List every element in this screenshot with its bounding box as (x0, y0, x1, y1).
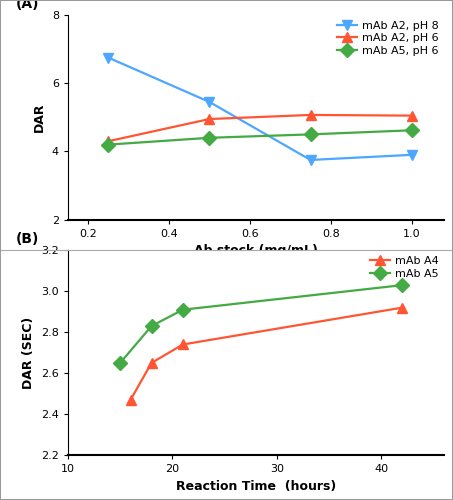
mAb A5, pH 6 (207, 135, 212, 141)
Line: mAb A2, pH 6: mAb A2, pH 6 (104, 110, 416, 146)
mAb A5 (400, 282, 405, 288)
mAb A4 (400, 304, 405, 310)
X-axis label: Ab stock (mg/mL): Ab stock (mg/mL) (194, 244, 318, 257)
mAb A4 (128, 396, 133, 402)
mAb A2, pH 6 (207, 116, 212, 122)
Y-axis label: DAR (SEC): DAR (SEC) (23, 316, 35, 389)
Line: mAb A5: mAb A5 (116, 280, 407, 368)
mAb A5, pH 6 (106, 142, 111, 148)
Line: mAb A2, pH 8: mAb A2, pH 8 (104, 53, 416, 165)
Y-axis label: DAR: DAR (33, 102, 46, 132)
mAb A2, pH 8 (106, 54, 111, 60)
mAb A2, pH 6 (409, 112, 414, 118)
mAb A5 (117, 360, 123, 366)
mAb A5, pH 6 (308, 132, 313, 138)
Legend: mAb A2, pH 8, mAb A2, pH 6, mAb A5, pH 6: mAb A2, pH 8, mAb A2, pH 6, mAb A5, pH 6 (337, 20, 439, 56)
mAb A2, pH 8 (409, 152, 414, 158)
Line: mAb A4: mAb A4 (126, 303, 407, 404)
X-axis label: Reaction Time  (hours): Reaction Time (hours) (176, 480, 336, 492)
Line: mAb A5, pH 6: mAb A5, pH 6 (104, 126, 416, 150)
Text: (B): (B) (15, 232, 39, 246)
mAb A5, pH 6 (409, 128, 414, 134)
mAb A5 (149, 323, 154, 329)
Legend: mAb A4, mAb A5: mAb A4, mAb A5 (370, 256, 439, 278)
mAb A2, pH 6 (308, 112, 313, 118)
mAb A4 (149, 360, 154, 366)
mAb A2, pH 8 (308, 157, 313, 163)
mAb A2, pH 8 (207, 99, 212, 105)
Text: (A): (A) (15, 0, 39, 11)
mAb A2, pH 6 (106, 138, 111, 144)
mAb A4 (180, 342, 186, 347)
mAb A5 (180, 306, 186, 312)
